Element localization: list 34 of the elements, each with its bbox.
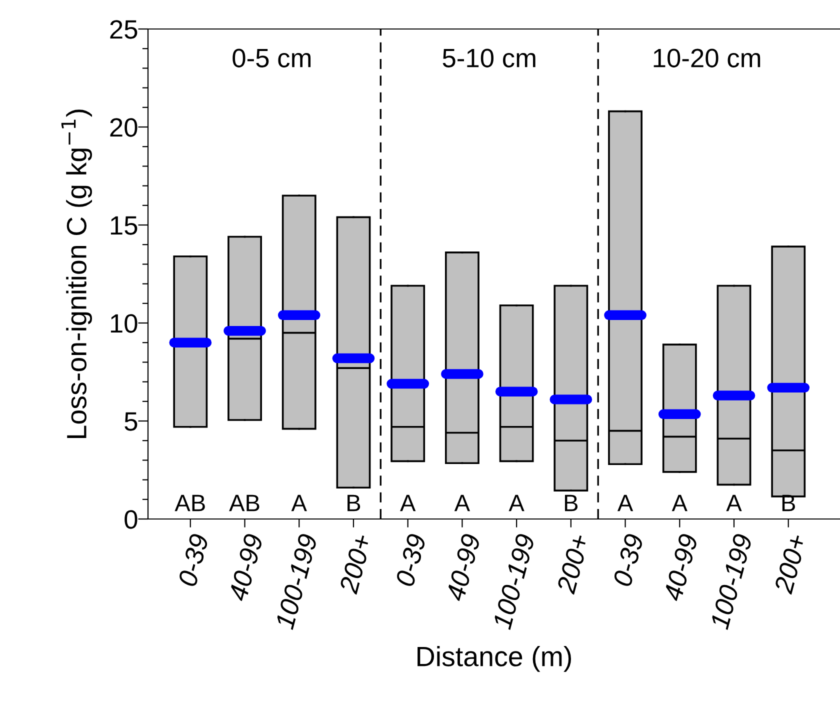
- annotation: 5-10 cm: [442, 48, 536, 68]
- x-tick-label: 40-99: [662, 532, 698, 602]
- x-tick-label: 100-199: [274, 532, 318, 630]
- y-tick-label: 25: [110, 20, 138, 39]
- annotation: AB: [174, 494, 205, 512]
- annotation: AB: [229, 494, 260, 512]
- y-tick-label: 0: [124, 510, 138, 529]
- annotation: A: [672, 494, 688, 512]
- y-tick-label: 20: [110, 118, 138, 137]
- x-tick-label: 0-39: [395, 532, 426, 588]
- x-tick-label: 40-99: [445, 532, 481, 602]
- x-tick-label: 0-39: [178, 532, 209, 588]
- x-tick-label: 0-39: [612, 532, 644, 588]
- annotation: A: [726, 494, 742, 512]
- annotation: B: [348, 494, 360, 512]
- y-tick-label: 10: [110, 314, 138, 333]
- annotation: B: [564, 494, 578, 512]
- x-axis-title: Distance (m): [418, 646, 571, 672]
- x-tick-label: 40-99: [228, 532, 264, 602]
- annotation: A: [291, 494, 307, 512]
- annotation: A: [400, 494, 416, 512]
- x-tick-label: 200+: [556, 533, 590, 595]
- y-tick-label: 5: [124, 412, 138, 431]
- x-tick-label: 100-199: [492, 532, 536, 630]
- annotation: A: [508, 494, 524, 512]
- annotation: A: [617, 494, 634, 512]
- y-tick-label: 15: [110, 216, 138, 235]
- x-tick-label: 100-199: [710, 532, 753, 630]
- x-tick-label: 200+: [774, 533, 807, 595]
- annotation: A: [454, 494, 470, 512]
- x-tick-label: 200+: [338, 533, 372, 595]
- annotation: 0-5 cm: [232, 48, 311, 68]
- annotation: 10-20 cm: [654, 48, 760, 68]
- y-axis-title: Loss-on-ignition C (g kg$^{−1}$): [61, 110, 92, 438]
